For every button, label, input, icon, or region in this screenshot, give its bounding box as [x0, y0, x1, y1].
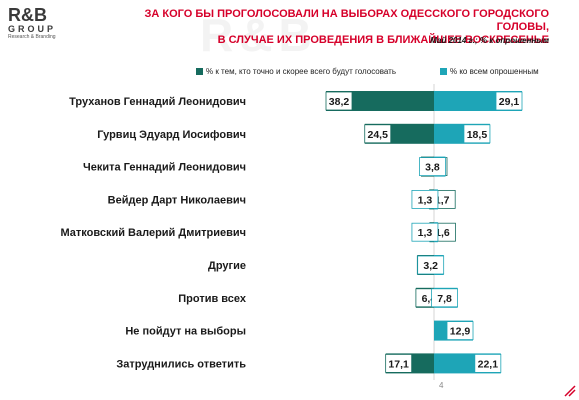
data-label-box-right: [411, 222, 439, 242]
data-label-right: 18,5: [467, 129, 488, 141]
data-label-left: 1,7: [435, 194, 450, 206]
category-label: Другие: [208, 260, 246, 272]
legend-label-left: % к тем, кто точно и скорее всего будут …: [206, 67, 396, 76]
data-label-left: 38,2: [329, 96, 350, 108]
data-label-right: 1,3: [418, 227, 433, 239]
data-label-box-right: [417, 255, 445, 275]
background-watermark: R&B: [200, 9, 318, 61]
category-label: Матковский Валерий Дмитриевич: [60, 227, 246, 239]
legend-swatch-right: [440, 68, 447, 75]
legend-label-right: % ко всем опрошенным: [450, 67, 539, 76]
corner-decoration-icon: [564, 385, 576, 397]
category-label: Не пойдут на выборы: [125, 326, 246, 338]
data-label-left: 24,5: [368, 129, 389, 141]
data-label-left: 1,6: [435, 227, 450, 239]
data-label-box-right: [463, 124, 491, 144]
category-label: Вейдер Дарт Николаевич: [108, 194, 246, 206]
data-label-right: 1,3: [418, 194, 433, 206]
data-label-right: 7,8: [437, 293, 452, 305]
company-logo: R&B GROUP Research & Branding: [8, 6, 88, 41]
category-label: Труханов Геннадий Леонидович: [69, 96, 246, 108]
chart-subtitle: Май 2014 г.; % к опрошенным: [430, 36, 549, 45]
data-label-box-left: [325, 91, 353, 111]
data-label-right: 29,1: [499, 96, 520, 108]
page-number: 4: [439, 381, 444, 390]
chart-title: ЗА КОГО БЫ ПРОГОЛОСОВАЛИ НА ВЫБОРАХ ОДЕС…: [109, 8, 550, 47]
data-label-box-right: [411, 189, 439, 209]
data-label-box-left: [385, 353, 413, 373]
data-label-box-right: [431, 288, 458, 308]
data-label-right: 22,1: [478, 358, 499, 370]
logo-tagline: Research & Branding: [8, 34, 56, 40]
category-label: Затруднились ответить: [116, 358, 246, 370]
legend-swatch-left: [196, 68, 203, 75]
logo-group-text: GROUP: [8, 24, 57, 34]
data-label-right: 3,8: [425, 162, 440, 174]
data-label-box-left: [364, 124, 392, 144]
chart-title-line-2: В СЛУЧАЕ ИХ ПРОВЕДЕНИЯ В БЛИЖАЙШЕЕ ВОСКР…: [217, 34, 549, 46]
bar-left: [326, 91, 434, 111]
category-label: Гурвиц Эдуард Иосифович: [97, 129, 246, 141]
data-label-box-right: [446, 321, 474, 341]
logo-wordmark: R&B: [8, 5, 47, 25]
data-label-left: 17,1: [388, 358, 409, 370]
category-label: Против всех: [178, 293, 247, 305]
data-label-right: 3,2: [423, 260, 438, 272]
category-label: Чекита Геннадий Леонидович: [83, 162, 246, 174]
chart-title-line-1: ЗА КОГО БЫ ПРОГОЛОСОВАЛИ НА ВЫБОРАХ ОДЕС…: [144, 8, 550, 33]
data-label-right: 12,9: [450, 326, 471, 338]
data-label-box-right: [495, 91, 523, 111]
data-label-box-right: [474, 353, 502, 373]
data-label-box-right: [419, 157, 446, 177]
